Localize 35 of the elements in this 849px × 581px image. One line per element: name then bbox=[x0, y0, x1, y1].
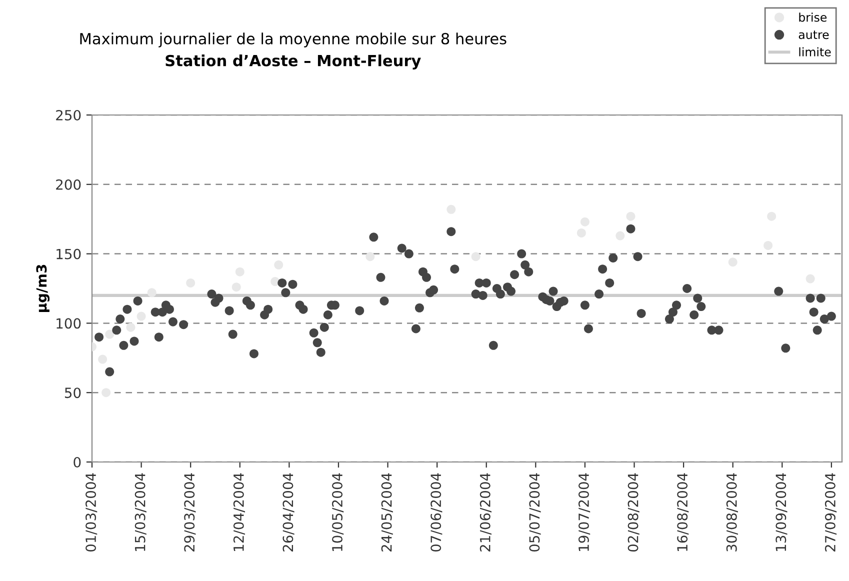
x-tick-label: 26/04/2004 bbox=[282, 473, 294, 552]
y-tick-label: 150 bbox=[56, 248, 81, 260]
point bbox=[616, 231, 625, 240]
chart-title: Maximum journalier de la moyenne mobile sur 8 heures bbox=[80, 32, 506, 48]
x-tick-label: 27/09/2004 bbox=[824, 473, 837, 552]
x-tick-label: 19/07/2004 bbox=[578, 473, 590, 551]
legend-label: autre bbox=[798, 30, 829, 40]
point bbox=[126, 322, 136, 332]
y-tick-label: 250 bbox=[56, 110, 81, 120]
y-tick-label: 200 bbox=[56, 179, 81, 190]
x-tick-label: 29/03/2004 bbox=[184, 473, 196, 552]
point bbox=[147, 288, 156, 298]
legend-label: brise bbox=[799, 12, 827, 22]
point bbox=[105, 330, 114, 339]
x-tick-label: 16/08/2004 bbox=[677, 473, 689, 551]
x-tick-label: 30/08/2004 bbox=[726, 473, 738, 552]
y-tick-label: 100 bbox=[56, 318, 81, 329]
x-tick-label: 21/06/2004 bbox=[480, 473, 492, 552]
point bbox=[366, 252, 375, 262]
x-tick-label: 15/03/2004 bbox=[134, 473, 146, 551]
point bbox=[136, 312, 146, 321]
x-tick-label: 13/09/2004 bbox=[776, 473, 788, 551]
x-tick-label: 24/05/2004 bbox=[381, 473, 393, 552]
y-tick-label: 50 bbox=[64, 388, 81, 398]
chart-subtitle: Station d’Aoste – Mont-Fleury bbox=[166, 54, 421, 70]
x-tick-label: 10/05/2004 bbox=[332, 473, 344, 551]
y-axis-title: µg/m3 bbox=[36, 264, 50, 312]
x-tick-label: 05/07/2004 bbox=[529, 473, 541, 552]
x-tick-label: 02/08/2004 bbox=[628, 473, 640, 552]
point bbox=[471, 252, 480, 262]
x-tick-label: 07/06/2004 bbox=[430, 473, 442, 552]
y-tick-label: 0 bbox=[74, 456, 81, 468]
x-tick-label: 12/04/2004 bbox=[233, 473, 246, 551]
legend-label: limite bbox=[799, 47, 831, 56]
x-tick-label: 01/03/2004 bbox=[86, 473, 98, 552]
